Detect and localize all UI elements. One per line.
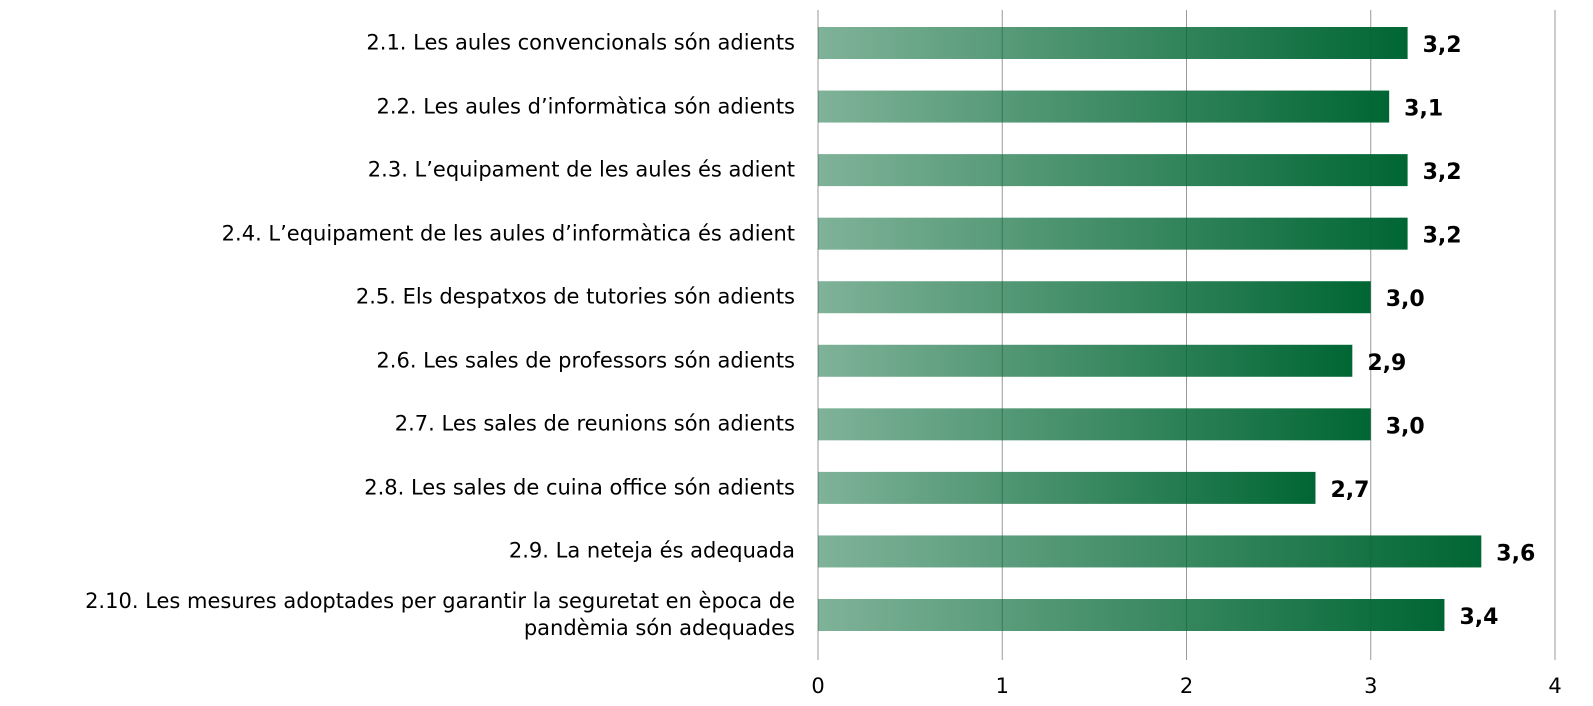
value-label: 3,6 [1496,541,1535,566]
bar [818,344,1353,377]
category-label: 2.9. La neteja és adequada [508,538,795,563]
value-label: 3,2 [1423,224,1462,249]
x-tick-label: 4 [1548,674,1561,698]
x-tick-label: 2 [1180,674,1193,698]
bar [818,599,1445,631]
category-label: 2.3. L’equipament de les aules és adient [367,157,795,182]
value-label: 3,0 [1386,414,1425,439]
x-tick-label: 1 [996,674,1009,698]
value-label: 3,4 [1459,605,1498,630]
value-label: 2,7 [1330,478,1369,503]
bar [818,217,1408,250]
bar [818,27,1408,59]
category-label: 2.7. Les sales de reunions són adients [394,411,795,436]
category-label: 2.2. Les aules d’informàtica són adients [376,94,795,119]
bar [818,90,1390,123]
value-label: 3,0 [1386,287,1425,312]
bar [818,535,1482,568]
value-label: 3,2 [1423,33,1462,58]
bar [818,154,1408,187]
category-label: 2.1. Les aules convencionals són adients [366,30,795,55]
x-tick-label: 0 [811,674,824,698]
category-label: 2.6. Les sales de professors són adients [376,348,795,373]
category-label: 2.4. L’equipament de les aules d’informà… [221,221,795,246]
bar [818,281,1371,314]
category-label: 2.8. Les sales de cuina office són adien… [364,475,795,500]
value-label: 3,2 [1423,160,1462,185]
value-label: 2,9 [1367,351,1406,376]
value-label: 3,1 [1404,97,1443,122]
bar [818,471,1316,504]
category-label: 2.10. Les mesures adoptades per garantir… [85,589,795,640]
bar [818,408,1371,441]
x-tick-label: 3 [1364,674,1377,698]
category-label: 2.5. Els despatxos de tutories són adien… [355,284,795,309]
